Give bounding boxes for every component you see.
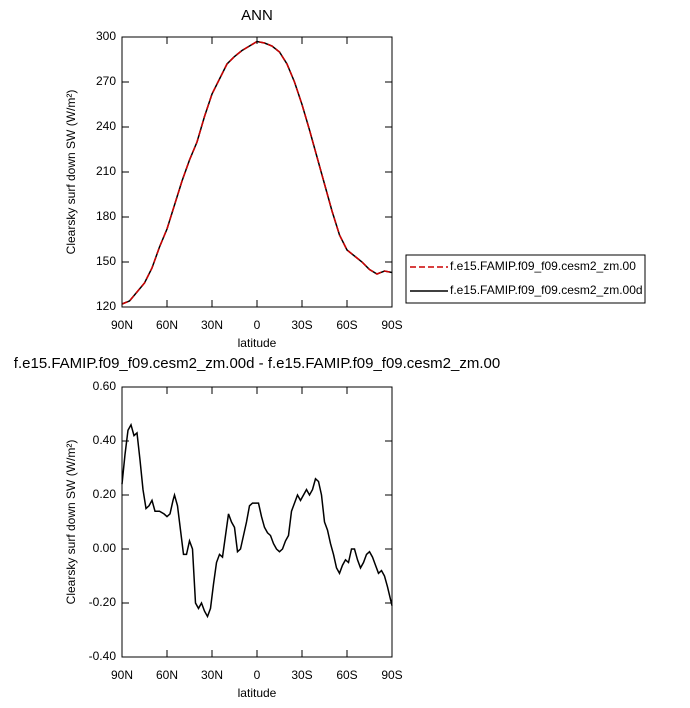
x-tick-label: 0 — [254, 668, 261, 682]
y-tick-label: 270 — [96, 74, 116, 88]
chart-title: ANN — [241, 7, 273, 24]
legend-box — [405, 254, 646, 304]
x-tick-label: 30N — [201, 318, 223, 332]
y-tick-label: 0.60 — [93, 379, 117, 393]
data-line — [121, 40, 393, 305]
y-tick-label: 240 — [96, 119, 116, 133]
y-tick-label: 150 — [96, 254, 116, 268]
y-tick-label: 120 — [96, 299, 116, 313]
y-tick-label: 180 — [96, 209, 116, 223]
x-tick-label: 60N — [156, 318, 178, 332]
x-tick-label: 90N — [111, 668, 133, 682]
x-tick-label: 0 — [254, 318, 261, 332]
plot-frame — [121, 36, 393, 308]
chart-title: f.e15.FAMIP.f09_f09.cesm2_zm.00d - f.e15… — [14, 355, 500, 372]
y-axis-label: Clearsky surf down SW (W/m²) — [64, 90, 78, 255]
y-tick-label: 300 — [96, 29, 116, 43]
plot-frame — [121, 386, 393, 658]
x-tick-label: 90S — [381, 668, 402, 682]
x-tick-label: 30S — [291, 668, 312, 682]
data-line — [121, 40, 393, 305]
y-tick-label: -0.20 — [89, 595, 117, 609]
data-line — [121, 422, 393, 619]
legend-label: f.e15.FAMIP.f09_f09.cesm2_zm.00 — [450, 259, 636, 273]
x-tick-label: 60S — [336, 668, 357, 682]
x-tick-label: 90S — [381, 318, 402, 332]
y-tick-label: -0.40 — [89, 649, 117, 663]
x-tick-label: 30S — [291, 318, 312, 332]
x-axis-label: latitude — [238, 686, 277, 700]
x-tick-label: 60S — [336, 318, 357, 332]
x-tick-label: 90N — [111, 318, 133, 332]
legend-label: f.e15.FAMIP.f09_f09.cesm2_zm.00d — [450, 283, 643, 297]
y-tick-label: 0.40 — [93, 433, 117, 447]
y-tick-label: 0.00 — [93, 541, 117, 555]
chart: f.e15.FAMIP.f09_f09.cesm2_zm.00d - f.e15… — [14, 355, 500, 700]
y-axis-label: Clearsky surf down SW (W/m²) — [64, 440, 78, 605]
x-tick-label: 30N — [201, 668, 223, 682]
x-tick-label: 60N — [156, 668, 178, 682]
y-tick-label: 210 — [96, 164, 116, 178]
x-axis-label: latitude — [238, 336, 277, 350]
chart: ANN 120 150 180 210 240 270 300 90N 60N 30N 0 30S 60S… — [64, 7, 646, 350]
y-tick-label: 0.20 — [93, 487, 117, 501]
